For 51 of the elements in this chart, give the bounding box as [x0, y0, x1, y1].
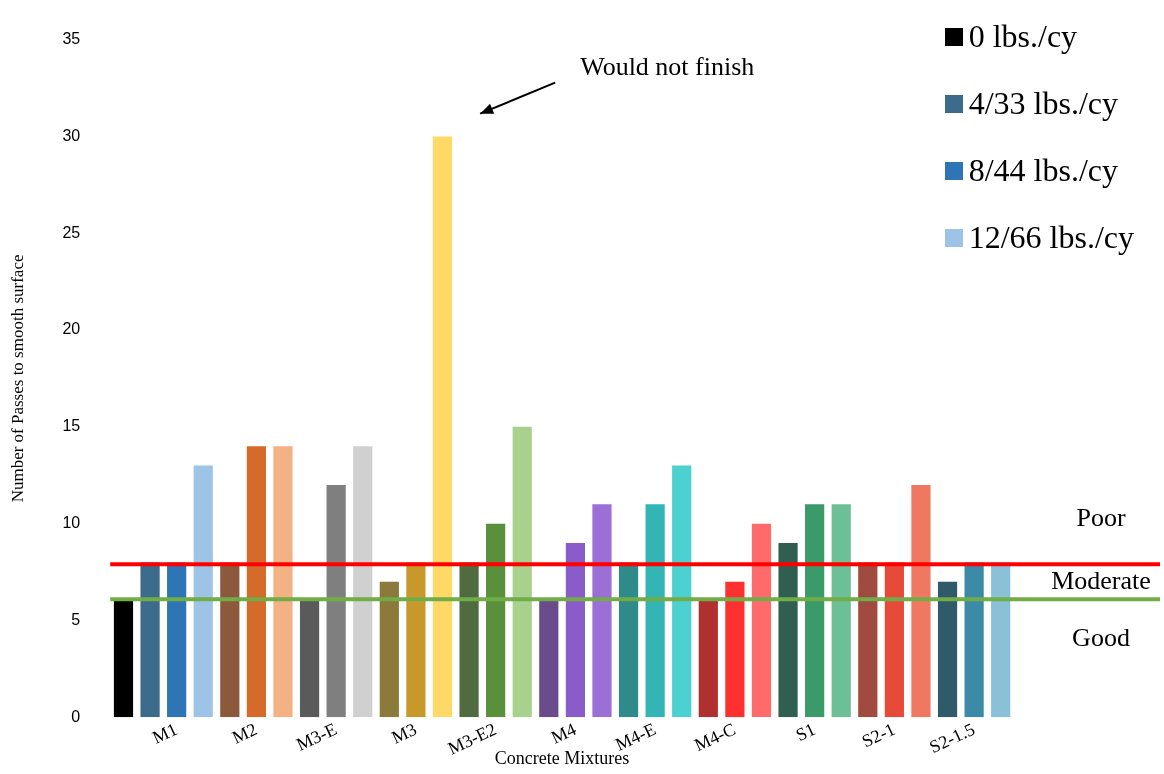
bar [672, 465, 692, 718]
bar [725, 581, 745, 718]
x-tick-label: M3-E [293, 718, 340, 755]
bar [379, 581, 399, 718]
bar [751, 523, 772, 718]
bar [831, 504, 851, 718]
bar [911, 484, 931, 718]
x-tick-label: M2 [228, 718, 261, 748]
bar [937, 581, 958, 718]
x-tick-label: M4-E [612, 718, 659, 755]
y-tick-label: 5 [71, 610, 81, 628]
x-tick-label: M4 [547, 718, 580, 748]
y-tick-label: 35 [62, 30, 81, 48]
bar [512, 426, 532, 718]
x-tick-label: M4-C [691, 718, 739, 756]
y-tick-label: 30 [62, 126, 81, 144]
x-tick-label: S2-1 [858, 718, 899, 752]
y-tick-label: 15 [62, 417, 81, 435]
bar [113, 601, 134, 718]
bar [645, 504, 665, 718]
bar [353, 446, 373, 718]
text: Moderate [1051, 565, 1151, 595]
annotation: Would not finish [580, 52, 755, 82]
bar [193, 465, 213, 718]
x-tick-label: S2-1.5 [926, 718, 978, 758]
text: Poor [1076, 503, 1126, 533]
bar [565, 543, 585, 718]
y-tick-label: 10 [62, 514, 81, 532]
bar [592, 504, 612, 718]
legend-label: 4/33 lbs./cy [968, 85, 1118, 122]
bar [805, 504, 825, 718]
text: Good [1072, 622, 1130, 652]
y-tick-label: 0 [71, 707, 81, 725]
bar [432, 136, 453, 718]
bar [273, 446, 293, 718]
y-axis-title: Number of Passes to smooth surface [7, 254, 27, 503]
bar [778, 543, 798, 718]
x-tick-label: M3 [388, 718, 420, 748]
bar [326, 484, 346, 718]
legend-label: 8/44 lbs./cy [968, 152, 1118, 189]
bar [698, 601, 718, 718]
bar [539, 601, 559, 718]
y-tick-label: 20 [62, 320, 81, 338]
y-tick-label: 25 [62, 223, 81, 241]
bar [299, 601, 320, 718]
bar [486, 523, 506, 718]
x-tick-label: M1 [149, 718, 181, 748]
x-tick-label: S1 [792, 718, 819, 746]
legend-label: 12/66 lbs./cy [968, 219, 1134, 256]
bar [246, 446, 266, 718]
legend-label: 0 lbs./cy [968, 18, 1078, 55]
